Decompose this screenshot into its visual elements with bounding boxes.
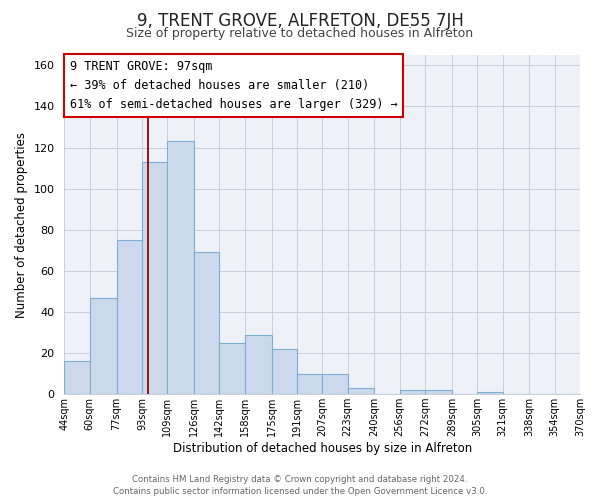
Bar bbox=[194, 252, 220, 394]
Bar bbox=[167, 142, 194, 394]
Text: Size of property relative to detached houses in Alfreton: Size of property relative to detached ho… bbox=[127, 28, 473, 40]
Bar bbox=[272, 349, 297, 394]
Text: 9, TRENT GROVE, ALFRETON, DE55 7JH: 9, TRENT GROVE, ALFRETON, DE55 7JH bbox=[137, 12, 463, 30]
Text: 9 TRENT GROVE: 97sqm
← 39% of detached houses are smaller (210)
61% of semi-deta: 9 TRENT GROVE: 97sqm ← 39% of detached h… bbox=[70, 60, 397, 111]
Bar bbox=[322, 374, 347, 394]
Bar bbox=[347, 388, 374, 394]
Y-axis label: Number of detached properties: Number of detached properties bbox=[15, 132, 28, 318]
Bar bbox=[142, 162, 167, 394]
Bar bbox=[64, 362, 90, 394]
Bar bbox=[400, 390, 425, 394]
Bar bbox=[220, 343, 245, 394]
Bar bbox=[116, 240, 142, 394]
Bar bbox=[425, 390, 452, 394]
Bar bbox=[90, 298, 116, 394]
Bar bbox=[245, 334, 272, 394]
Bar bbox=[477, 392, 503, 394]
X-axis label: Distribution of detached houses by size in Alfreton: Distribution of detached houses by size … bbox=[173, 442, 472, 455]
Bar bbox=[297, 374, 322, 394]
Text: Contains HM Land Registry data © Crown copyright and database right 2024.
Contai: Contains HM Land Registry data © Crown c… bbox=[113, 474, 487, 496]
